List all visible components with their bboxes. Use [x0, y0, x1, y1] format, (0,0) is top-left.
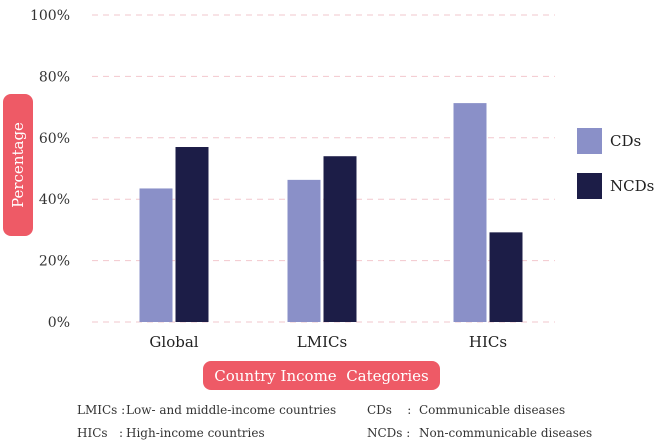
bar-cds-global [139, 188, 173, 322]
bar-cds-lmics [287, 179, 321, 322]
note-hics: HICs : High-income countries [77, 425, 367, 448]
legend-item-cds: CDs [577, 128, 641, 154]
note-abbr: HICs : [77, 426, 124, 440]
note-ncds: NCDs : Non-communicable diseases [367, 425, 592, 448]
legend-swatch [577, 128, 602, 154]
x-category-label: HICs [469, 333, 507, 351]
note-lmics: LMICs : Low- and middle-income countries [77, 402, 367, 425]
note-text: Communicable diseases [419, 403, 566, 417]
legend-label: CDs [610, 132, 641, 150]
bars [139, 103, 523, 322]
y-tick-label: 40% [39, 192, 70, 208]
y-axis-label-background [3, 94, 33, 236]
y-tick-label: 60% [39, 131, 70, 147]
legend-swatch [577, 173, 602, 199]
x-category-label: Global [149, 333, 198, 351]
y-axis-label: Percentage [9, 122, 27, 208]
note-abbr: LMICs : [77, 403, 126, 417]
note-abbr: NCDs : [367, 426, 411, 440]
note-text: High-income countries [126, 426, 265, 440]
bar-cds-hics [453, 103, 487, 322]
notes-row-1: LMICs : Low- and middle-income countries… [77, 402, 647, 425]
note-text: Non-communicable diseases [419, 426, 593, 440]
bar-ncds-global [175, 147, 209, 322]
note-abbr: CDs : [367, 403, 412, 417]
y-axis-ticks: 0% 20% 40% 60% 80% 100% [30, 8, 70, 331]
y-tick-label: 0% [48, 315, 70, 331]
notes-row-2: HICs : High-income countries NCDs : Non-… [77, 425, 647, 448]
x-axis-label: Country Income Categories [203, 361, 440, 390]
legend-label: NCDs [610, 177, 654, 195]
y-tick-label: 100% [30, 8, 70, 24]
bar-ncds-hics [489, 232, 523, 322]
y-tick-label: 20% [39, 254, 70, 270]
x-category-label: LMICs [297, 333, 347, 351]
legend: CDs NCDs [577, 128, 654, 199]
y-tick-label: 80% [39, 69, 70, 85]
note-cds: CDs : Communicable diseases [367, 402, 565, 425]
legend-item-ncds: NCDs [577, 173, 654, 199]
bar-ncds-lmics [323, 156, 357, 322]
abbreviation-notes: LMICs : Low- and middle-income countries… [77, 402, 647, 448]
note-text: Low- and middle-income countries [126, 403, 337, 417]
x-axis-categories: Global LMICs HICs [149, 333, 507, 351]
